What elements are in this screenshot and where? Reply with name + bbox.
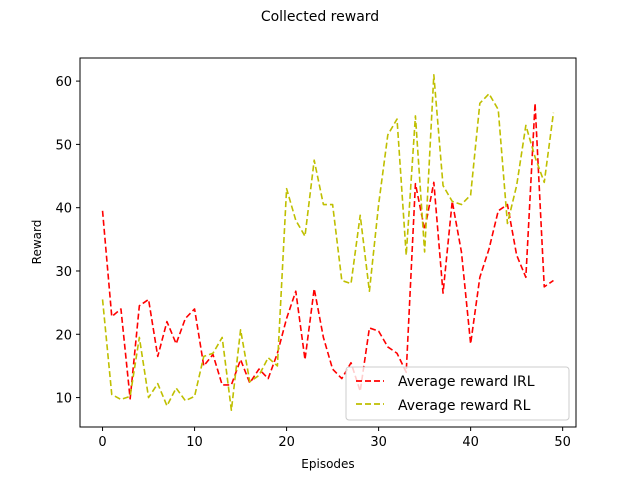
x-axis-label: Episodes: [301, 457, 354, 471]
y-tick-label: 40: [55, 202, 72, 217]
x-tick-label: 40: [462, 435, 479, 450]
y-tick-label: 50: [55, 138, 72, 153]
x-tick-label: 10: [186, 435, 203, 450]
legend-label-irl: Average reward IRL: [398, 374, 535, 390]
x-tick-label: 0: [98, 435, 106, 450]
y-tick-label: 20: [55, 328, 72, 343]
x-tick-label: 50: [554, 435, 571, 450]
legend: Average reward IRL Average reward RL: [345, 366, 570, 421]
series-layer: [101, 73, 555, 412]
plot-area: 0 10 20 30 40 50 10 20 30 40 50 60: [55, 57, 577, 450]
series-line-irl: [101, 102, 554, 400]
y-tick-label: 10: [55, 392, 72, 407]
series-line-rl: [101, 73, 555, 412]
x-tick-label: 20: [278, 435, 295, 450]
y-tick-label: 30: [55, 265, 72, 280]
x-axis: 0 10 20 30 40 50: [98, 427, 571, 450]
chart-title: Collected reward: [261, 9, 379, 25]
legend-label-rl: Average reward RL: [398, 398, 531, 414]
y-axis: 10 20 30 40 50 60: [55, 75, 80, 407]
y-axis-label: Reward: [30, 220, 44, 265]
x-tick-label: 30: [370, 435, 387, 450]
plot-frame: [79, 57, 577, 428]
legend-box: [345, 366, 570, 421]
y-tick-label: 60: [55, 75, 72, 90]
